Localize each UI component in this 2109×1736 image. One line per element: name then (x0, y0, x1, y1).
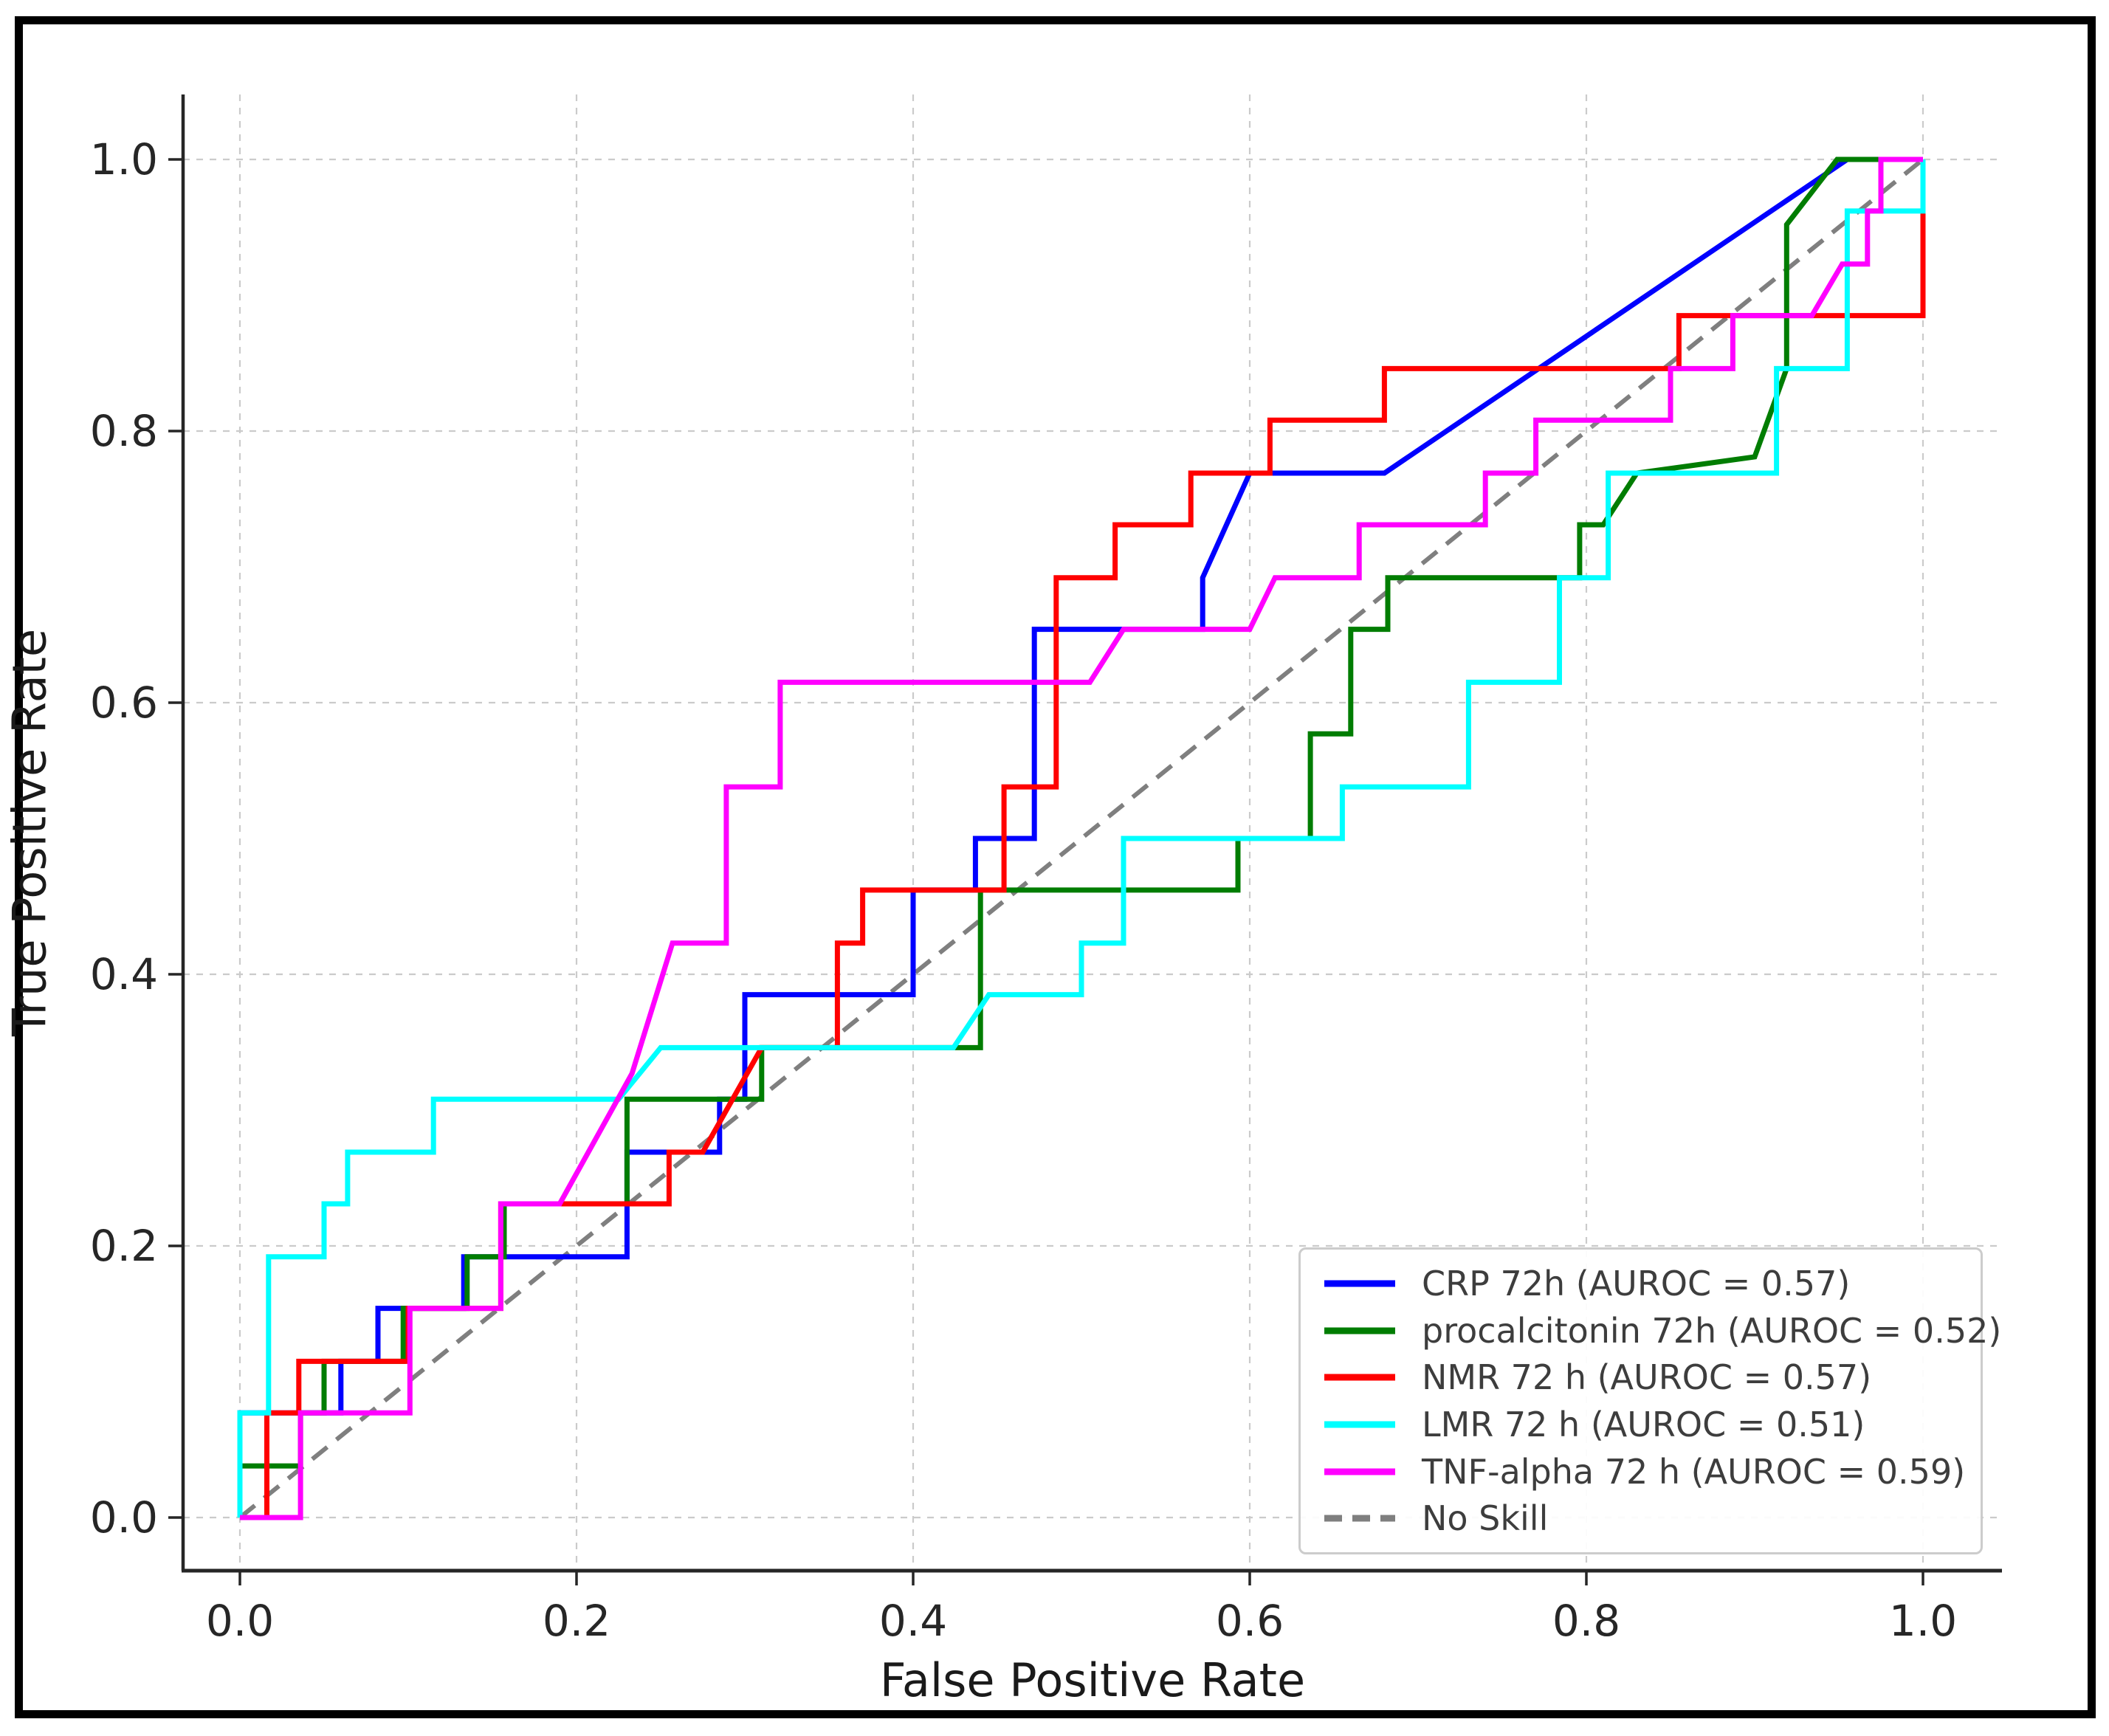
x-tick-label: 1.0 (1888, 1596, 1958, 1646)
legend-label: TNF-alpha 72 h (AUROC = 0.59) (1422, 1451, 1966, 1492)
roc-curve-lmr (237, 159, 1926, 1518)
y-tick-label: 0.6 (89, 678, 158, 728)
legend-label: LMR 72 h (AUROC = 0.51) (1422, 1404, 1865, 1444)
y-tick-label: 1.0 (89, 134, 158, 185)
legend-line-swatch-icon (1324, 1421, 1395, 1428)
legend-row: TNF-alpha 72 h (AUROC = 0.59) (1323, 1448, 1966, 1495)
legend-line-swatch-icon (1324, 1280, 1395, 1287)
x-axis-label: False Positive Rate (879, 1653, 1306, 1707)
legend-row: NMR 72 h (AUROC = 0.57) (1323, 1354, 1966, 1401)
legend-label: No Skill (1422, 1498, 1549, 1539)
y-tick-label: 0.8 (89, 406, 158, 456)
legend-row: CRP 72h (AUROC = 0.57) (1323, 1260, 1966, 1307)
legend-label: CRP 72h (AUROC = 0.57) (1422, 1263, 1851, 1303)
y-axis-label: True Positive Rate (2, 628, 57, 1037)
legend-label: NMR 72 h (AUROC = 0.57) (1422, 1357, 1872, 1398)
legend-box: CRP 72h (AUROC = 0.57) procalcitonin 72h … (1298, 1247, 2001, 1554)
x-tick-label: 0.4 (878, 1596, 948, 1646)
legend-row: LMR 72 h (AUROC = 0.51) (1323, 1401, 1966, 1448)
y-tick-label: 0.4 (89, 949, 158, 999)
x-tick-label: 0.2 (542, 1596, 611, 1646)
roc-curve-tnf-alpha (240, 156, 1923, 1520)
legend-line-swatch-icon (1324, 1374, 1395, 1381)
legend-label: procalcitonin 72h (AUROC = 0.52) (1422, 1310, 2002, 1351)
y-tick-label: 0.0 (89, 1492, 158, 1543)
x-tick-label: 0.8 (1552, 1596, 1621, 1646)
legend-line-swatch-icon (1324, 1327, 1395, 1334)
x-tick-label: 0.0 (205, 1596, 275, 1646)
x-tick-label: 0.6 (1215, 1596, 1284, 1646)
legend-row: procalcitonin 72h (AUROC = 0.52) (1323, 1307, 2001, 1354)
legend-row: No Skill (1323, 1495, 1966, 1542)
y-tick-label: 0.2 (89, 1221, 158, 1271)
roc-curve-no (238, 157, 1924, 1520)
legend-line-swatch-icon (1324, 1515, 1395, 1522)
legend-line-swatch-icon (1324, 1468, 1395, 1475)
